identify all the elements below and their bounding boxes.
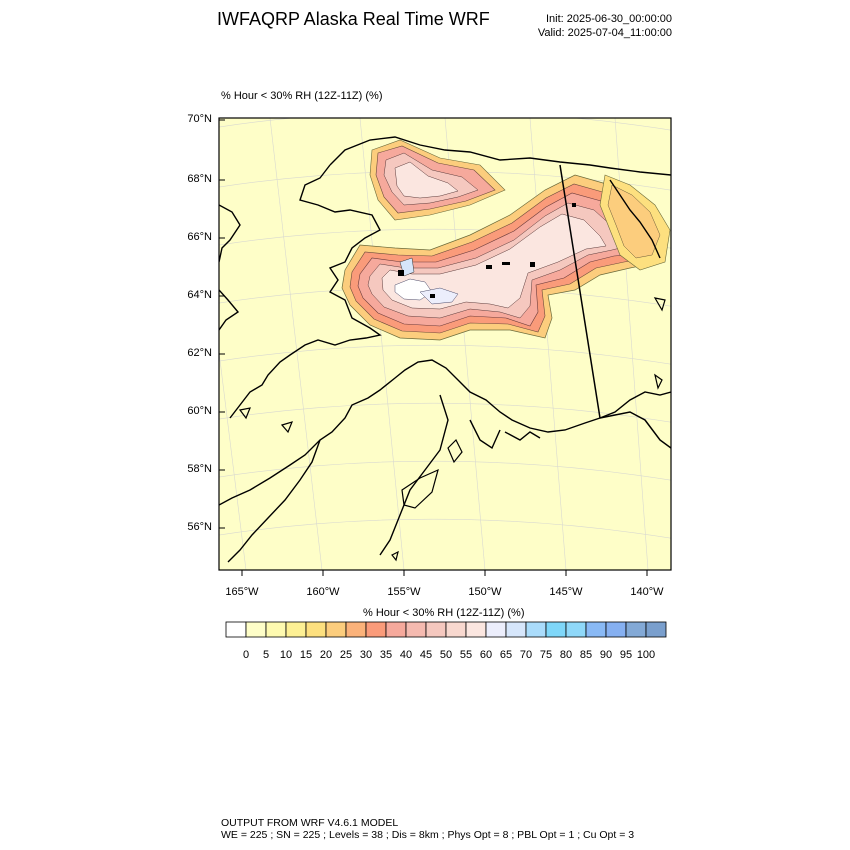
colorbar-box — [385, 621, 407, 638]
colorbar-tick-label: 5 — [262, 649, 270, 661]
colorbar-box — [525, 621, 547, 638]
colorbar-box — [505, 621, 527, 638]
lat-label-68: 68°N — [187, 173, 212, 185]
plot-field-label: % Hour < 30% RH (12Z-11Z) (%) — [221, 90, 383, 102]
field-east — [599, 174, 671, 271]
colorbar-tick-label: 25 — [339, 649, 353, 661]
lat-label-64: 64°N — [187, 289, 212, 301]
colorbar-tick-label: 50 — [439, 649, 453, 661]
colorbar-box — [305, 621, 327, 638]
colorbar-tick-label: 90 — [599, 649, 613, 661]
field-interior — [341, 174, 669, 341]
colorbar-box — [245, 621, 267, 638]
colorbar-box — [365, 621, 387, 638]
colorbar-tick-label: 45 — [419, 649, 433, 661]
colorbar-box — [285, 621, 307, 638]
colorbar-box — [345, 621, 367, 638]
colorbar-tick-label: 15 — [299, 649, 313, 661]
lat-label-62: 62°N — [187, 347, 212, 359]
colorbar-box — [405, 621, 427, 638]
lat-label-66: 66°N — [187, 231, 212, 243]
map-content — [219, 118, 671, 570]
colorbar-tick-label: 80 — [559, 649, 573, 661]
lon-label-155w: 155°W — [387, 586, 421, 598]
lat-label-60: 60°N — [187, 405, 212, 417]
colorbar — [225, 621, 667, 638]
colorbar-tick-label: 60 — [479, 649, 493, 661]
colorbar-box — [585, 621, 607, 638]
map-frame — [218, 117, 672, 571]
colorbar-tick-label: 10 — [279, 649, 293, 661]
lon-label-150w: 150°W — [468, 586, 502, 598]
colorbar-tick-label: 55 — [459, 649, 473, 661]
us-canada-border — [559, 164, 671, 449]
colorbar-tick-label: 35 — [379, 649, 393, 661]
islands — [238, 297, 666, 562]
colorbar-box — [445, 621, 467, 638]
colorbar-tick-label: 75 — [539, 649, 553, 661]
lon-label-160w: 160°W — [306, 586, 340, 598]
footer-config-line: WE = 225 ; SN = 225 ; Levels = 38 ; Dis … — [221, 829, 635, 841]
colorbar-title: % Hour < 30% RH (12Z-11Z) (%) — [363, 607, 525, 619]
lon-label-165w: 165°W — [225, 586, 259, 598]
valid-time: Valid: 2025-07-04_11:00:00 — [537, 27, 672, 39]
colorbar-box — [425, 621, 447, 638]
colorbar-box — [625, 621, 647, 638]
colorbar-box — [545, 621, 567, 638]
colorbar-box — [465, 621, 487, 638]
colorbar-tick-label: 30 — [359, 649, 373, 661]
colorbar-box — [565, 621, 587, 638]
coastlines — [219, 136, 671, 563]
colorbar-tick-label: 40 — [399, 649, 413, 661]
lakes — [398, 203, 576, 298]
colorbar-box — [225, 621, 247, 638]
lat-label-58: 58°N — [187, 463, 212, 475]
colorbar-box — [325, 621, 347, 638]
colorbar-tick-label: 0 — [242, 649, 250, 661]
colorbar-tick-label: 65 — [499, 649, 513, 661]
lat-label-70: 70°N — [187, 113, 212, 125]
footer-model-line: OUTPUT FROM WRF V4.6.1 MODEL — [221, 817, 399, 829]
lon-label-140w: 140°W — [630, 586, 664, 598]
colorbar-tick-label: 70 — [519, 649, 533, 661]
colorbar-box — [265, 621, 287, 638]
colorbar-box — [605, 621, 627, 638]
init-time: Init: 2025-06-30_00:00:00 — [546, 13, 672, 25]
colorbar-box — [645, 621, 667, 638]
colorbar-tick-label: 100 — [636, 649, 656, 661]
field-north-lobe — [369, 139, 506, 221]
colorbar-tick-label: 85 — [579, 649, 593, 661]
axis-ticks — [219, 119, 648, 576]
colorbar-box — [485, 621, 507, 638]
colorbar-tick-label: 95 — [619, 649, 633, 661]
main-title: IWFAQRP Alaska Real Time WRF — [217, 9, 490, 29]
colorbar-tick-label: 20 — [319, 649, 333, 661]
lon-label-145w: 145°W — [549, 586, 583, 598]
lat-label-56: 56°N — [187, 521, 212, 533]
